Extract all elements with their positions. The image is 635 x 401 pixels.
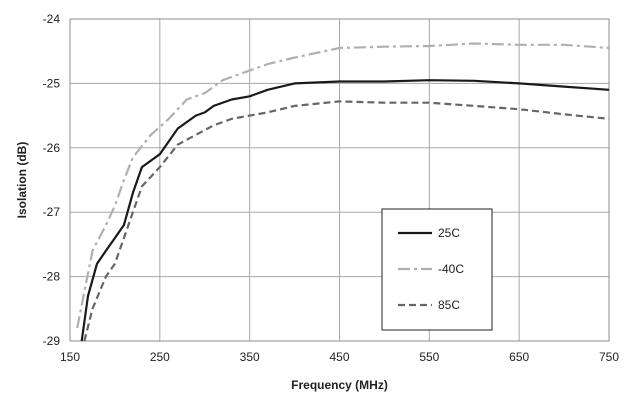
x-tick-label: 150 (60, 350, 80, 364)
legend: 25C -40C 85C (381, 208, 493, 331)
y-tick-label: -27 (43, 205, 61, 219)
x-tick-label: 250 (150, 350, 170, 364)
x-axis-ticks: 150 250 350 450 550 650 750 (60, 350, 619, 364)
y-axis-title: Isolation (dB) (15, 142, 29, 219)
y-tick-label: -25 (43, 76, 61, 90)
series-line-40c (76, 42, 610, 329)
legend-label: 25C (438, 226, 460, 240)
x-tick-label: 550 (419, 350, 439, 364)
series-group (76, 42, 610, 342)
legend-label: 85C (438, 298, 460, 312)
legend-label: -40C (438, 262, 464, 276)
x-axis-title: Frequency (MHz) (291, 378, 388, 392)
y-tick-label: -24 (43, 12, 61, 26)
y-axis-ticks: -24 -25 -26 -27 -28 -29 (43, 12, 61, 348)
x-tick-label: 450 (329, 350, 349, 364)
series-line-85c (83, 100, 610, 342)
plot-area (69, 18, 610, 342)
grid (69, 18, 610, 342)
x-tick-label: 750 (599, 350, 619, 364)
y-tick-label: -29 (43, 334, 61, 348)
x-tick-label: 650 (509, 350, 529, 364)
y-tick-label: -26 (43, 141, 61, 155)
series-line-25c (80, 79, 610, 342)
x-tick-label: 350 (240, 350, 260, 364)
y-tick-label: -28 (43, 270, 61, 284)
